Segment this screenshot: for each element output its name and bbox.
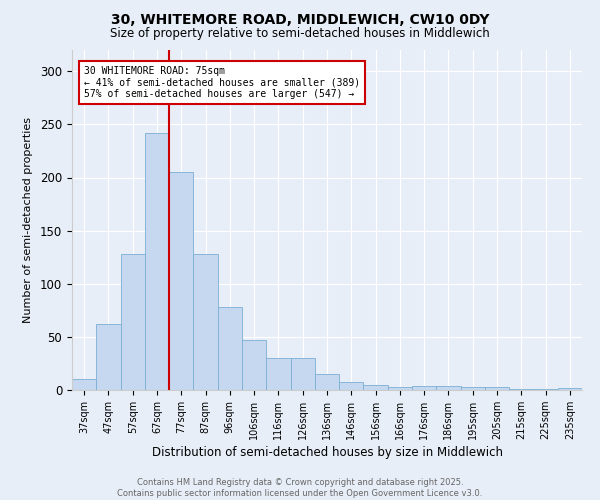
Text: Contains HM Land Registry data © Crown copyright and database right 2025.
Contai: Contains HM Land Registry data © Crown c… bbox=[118, 478, 482, 498]
Bar bbox=[485, 387, 509, 390]
Text: 30, WHITEMORE ROAD, MIDDLEWICH, CW10 0DY: 30, WHITEMORE ROAD, MIDDLEWICH, CW10 0DY bbox=[111, 12, 489, 26]
Bar bbox=[533, 389, 558, 390]
Bar bbox=[388, 387, 412, 390]
Text: 30 WHITEMORE ROAD: 75sqm
← 41% of semi-detached houses are smaller (389)
57% of : 30 WHITEMORE ROAD: 75sqm ← 41% of semi-d… bbox=[84, 66, 360, 99]
Bar bbox=[193, 254, 218, 390]
Bar bbox=[72, 380, 96, 390]
Bar bbox=[266, 358, 290, 390]
Bar bbox=[339, 382, 364, 390]
Y-axis label: Number of semi-detached properties: Number of semi-detached properties bbox=[23, 117, 33, 323]
Bar bbox=[290, 358, 315, 390]
X-axis label: Distribution of semi-detached houses by size in Middlewich: Distribution of semi-detached houses by … bbox=[151, 446, 503, 459]
Bar bbox=[218, 307, 242, 390]
Bar bbox=[315, 374, 339, 390]
Bar bbox=[145, 133, 169, 390]
Bar bbox=[412, 386, 436, 390]
Bar bbox=[121, 254, 145, 390]
Bar bbox=[509, 389, 533, 390]
Bar bbox=[96, 324, 121, 390]
Bar bbox=[169, 172, 193, 390]
Bar bbox=[461, 387, 485, 390]
Bar bbox=[364, 384, 388, 390]
Bar bbox=[558, 388, 582, 390]
Text: Size of property relative to semi-detached houses in Middlewich: Size of property relative to semi-detach… bbox=[110, 28, 490, 40]
Bar bbox=[242, 340, 266, 390]
Bar bbox=[436, 386, 461, 390]
